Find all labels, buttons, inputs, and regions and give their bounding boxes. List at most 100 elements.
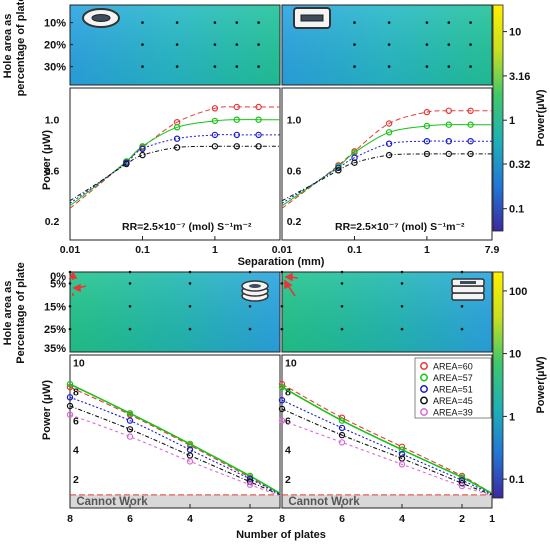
sample-point: [188, 282, 192, 285]
series-point: [467, 107, 474, 115]
series-point: [467, 150, 474, 158]
series-point: [211, 117, 219, 125]
colorbar-top-ticks: 10 3.16 1 0.32 0.1: [503, 27, 530, 216]
y-tick-label: 6: [73, 416, 79, 428]
x-tick-label: 7.9: [485, 244, 500, 256]
colorbar-top: [492, 4, 504, 232]
series-point: [398, 450, 406, 458]
bottom-heatmap-y-tick-label: 0%: [50, 271, 66, 283]
colorbar-bottom-label: Power(µW): [535, 356, 547, 413]
sample-point: [353, 65, 356, 68]
x-tick-label: 2: [459, 513, 465, 525]
y-tick-label: 10: [73, 357, 85, 369]
heatmap-top-right-frame: [281, 4, 493, 86]
series-point: [139, 151, 146, 159]
sample-point: [280, 327, 284, 331]
series-line: [281, 110, 492, 209]
sample-point: [353, 43, 356, 46]
series-point: [458, 480, 466, 487]
heatmap-bottom-right-sample-points: [280, 270, 464, 331]
y-tick-label: 1.0: [287, 115, 302, 127]
series-point: [186, 452, 194, 459]
sample-point: [175, 43, 179, 46]
x-tick-label: 2: [247, 513, 253, 525]
sample-point: [248, 327, 252, 331]
stacked-rectangle-plates-icon: [451, 278, 485, 301]
bottom-heatmap-y-ticks: 0%5% 15% 25% 35%: [44, 271, 66, 355]
y-tick-label: 0.6: [45, 165, 60, 177]
sample-point: [68, 270, 72, 274]
sample-point: [175, 65, 179, 68]
sample-point: [425, 21, 429, 24]
sample-point: [235, 43, 239, 46]
series-point: [246, 481, 254, 488]
sample-point: [469, 65, 472, 68]
sample-point: [235, 21, 239, 24]
stacked-ellipse-plates-icon: [241, 280, 269, 302]
series-line: [281, 420, 493, 497]
series-point: [445, 137, 452, 145]
cannot-work-label: Cannot Work: [288, 496, 360, 508]
colorbar-tick-label: 1: [509, 115, 515, 127]
sample-point: [387, 21, 391, 24]
ellipse-plate-icon: [82, 8, 120, 28]
series-point: [423, 137, 431, 145]
sample-point: [248, 270, 252, 274]
bottom-heatmap-y-tick-label: 15%: [44, 301, 66, 313]
series-line: [281, 124, 492, 207]
x-tick-label: 8: [279, 513, 285, 525]
curves-top-left-frame: [69, 87, 281, 241]
heatmap-bottom-right-frame: [281, 271, 493, 353]
heatmap-top-left-sample-points: [141, 21, 260, 68]
series-point: [211, 143, 219, 150]
series-point: [66, 411, 74, 418]
series-point: [255, 103, 262, 111]
y-tick-label: 10: [285, 357, 297, 369]
colorbar-bottom: [492, 271, 504, 499]
series-point: [211, 105, 219, 112]
x-tick-label: 0.1: [135, 244, 150, 256]
series-point: [173, 124, 181, 131]
legend-label: AREA=60: [433, 362, 473, 372]
series-line: [69, 414, 281, 497]
sample-point: [188, 305, 192, 308]
sample-point: [400, 270, 404, 274]
series-point: [278, 417, 286, 424]
curves-top-right-annotation: RR=2.5×10⁻⁷ (mol) S⁻¹m⁻²: [335, 221, 465, 233]
sample-point: [128, 327, 132, 331]
x-tick-label: 6: [127, 513, 133, 525]
curves-bottom-left-ylabel: Power (µW): [41, 380, 53, 440]
top-heatmap-y-tick-label: 20%: [44, 40, 66, 52]
legend-marker: [420, 362, 428, 370]
sample-point: [257, 21, 260, 24]
series-point: [423, 122, 431, 130]
x-tick-label: 0.01: [272, 244, 293, 256]
series-point: [385, 120, 393, 127]
plates-xlabel: Number of plates: [236, 529, 326, 541]
y-tick-label: 0.6: [287, 165, 302, 177]
x-tick-label: 1: [212, 244, 218, 256]
legend-marker: [420, 396, 428, 405]
heatmap-top-right-sample-points: [353, 21, 472, 68]
sample-point: [400, 327, 404, 331]
series-point: [467, 121, 474, 128]
bottom-heatmap-y-tick-label: 25%: [44, 324, 66, 336]
legend-label: AREA=45: [433, 396, 473, 406]
sample-point: [68, 282, 72, 285]
series-line: [69, 106, 280, 209]
series-point: [338, 431, 346, 439]
series-point: [338, 424, 346, 432]
series-point: [173, 144, 181, 151]
colorbar-tick-label: 3.16: [509, 71, 530, 83]
colorbar-tick-label: 10: [509, 27, 521, 39]
x-tick-label: 8: [67, 513, 73, 525]
bottom-heatmap-y-tick-label: 35%: [44, 343, 66, 355]
series-point: [186, 440, 194, 448]
series-point: [458, 482, 466, 490]
sample-point: [447, 43, 451, 46]
bottom-heatmap-y-tick-label: 5%: [50, 278, 66, 290]
cannot-work-band: [282, 494, 492, 508]
series-point: [233, 131, 240, 139]
